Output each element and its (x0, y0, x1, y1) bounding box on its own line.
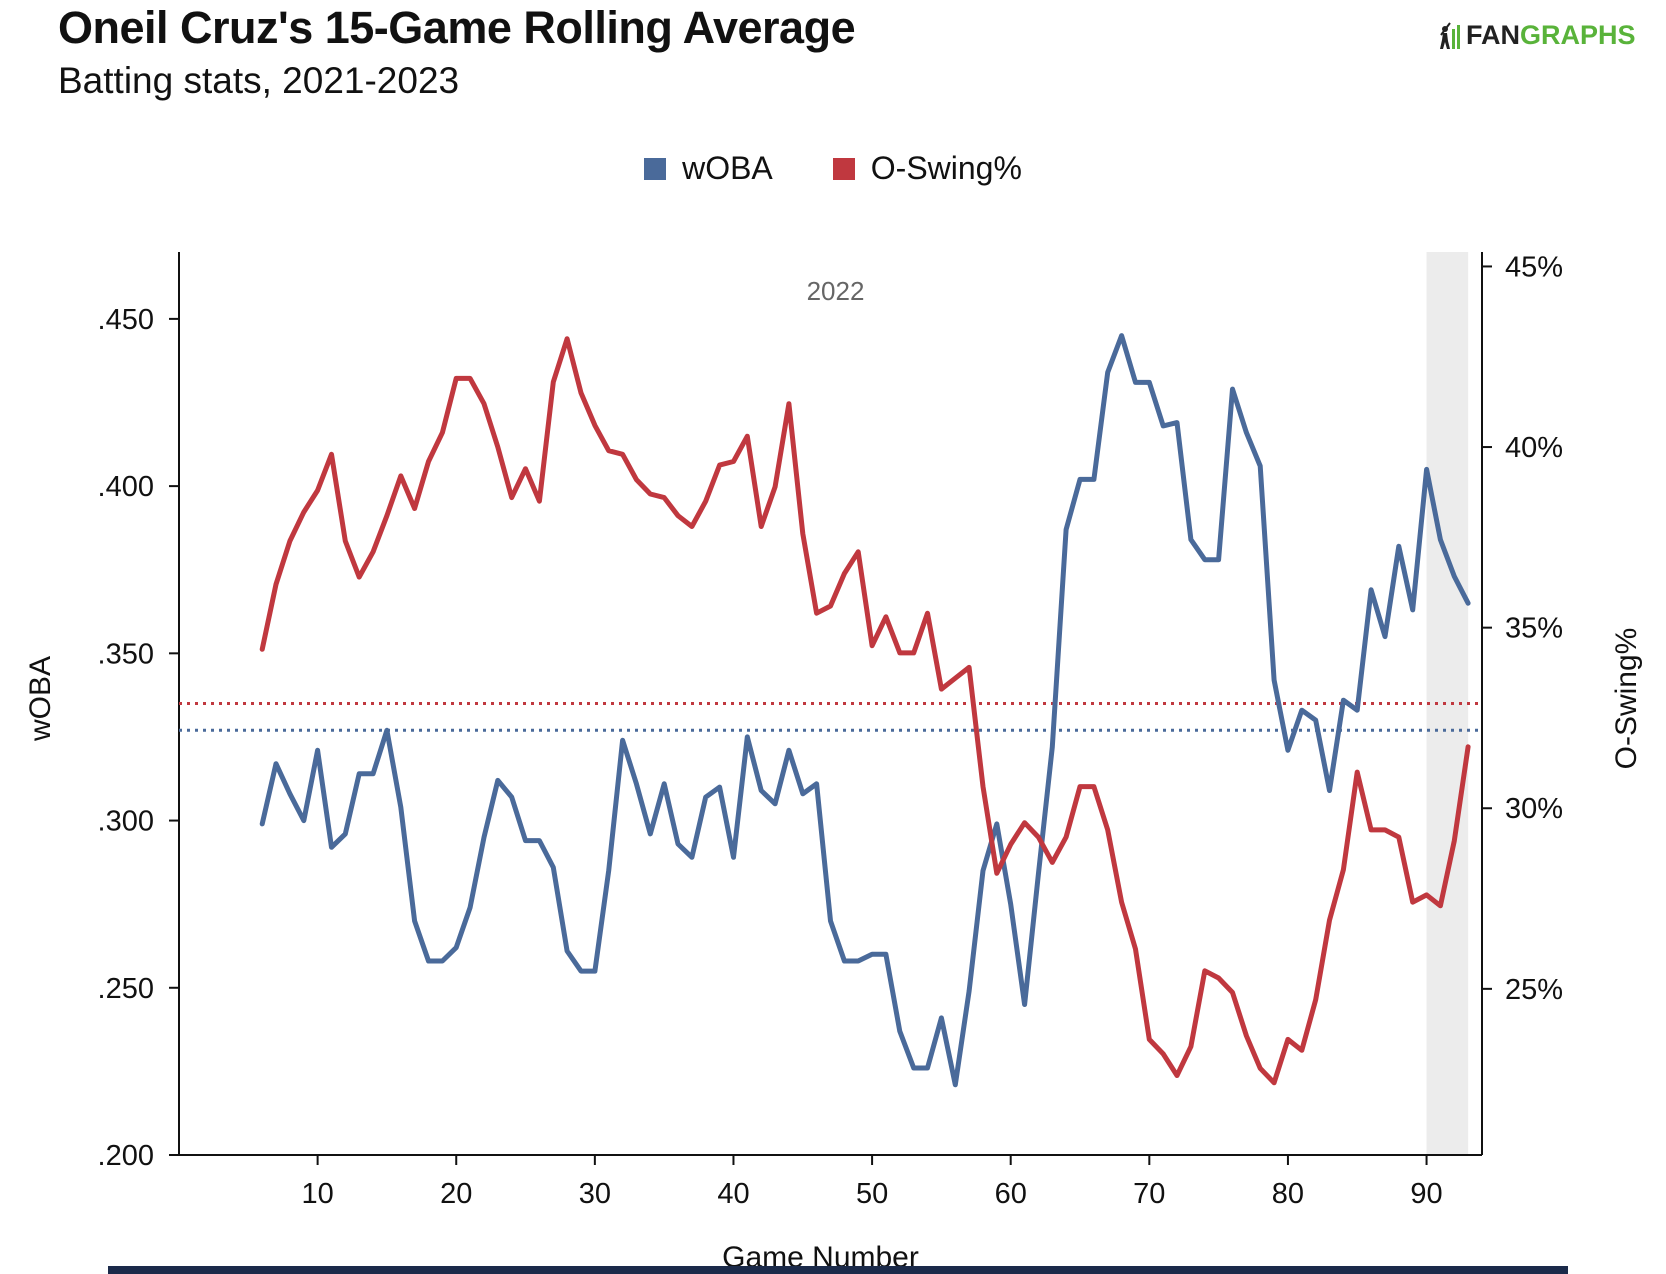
legend-item-woba: wOBA (644, 150, 773, 187)
y-left-tick-label: .450 (98, 304, 154, 336)
legend-label-oswing: O-Swing% (870, 150, 1022, 186)
footer-bar (108, 1266, 1568, 1274)
oswing-series-line (259, 336, 1471, 1086)
y-axis-title-left: wOBA (24, 656, 57, 742)
logo-text-fan: FAN (1466, 20, 1520, 50)
y-right-tick-label: 45% (1505, 251, 1563, 283)
x-tick-label: 90 (1410, 1178, 1442, 1210)
y-right-tick-label: 40% (1505, 432, 1563, 464)
y-right-tick-label: 35% (1505, 613, 1563, 645)
y-left-tick-label: .400 (98, 471, 154, 503)
y-left-tick-label: .200 (98, 1140, 154, 1172)
chart-legend: wOBA O-Swing% (0, 150, 1666, 187)
x-tick-label: 70 (1133, 1178, 1165, 1210)
y-left-tick-label: .250 (98, 973, 154, 1005)
x-tick-label: 50 (856, 1178, 888, 1210)
batter-icon (1438, 21, 1464, 51)
y-right-tick-label: 25% (1505, 974, 1563, 1006)
x-tick-label: 40 (717, 1178, 749, 1210)
x-tick-label: 60 (995, 1178, 1027, 1210)
y-axis-title-right: O-Swing% (1610, 628, 1643, 770)
y-right-tick-label: 30% (1505, 793, 1563, 825)
chart-subtitle: Batting stats, 2021-2023 (58, 60, 460, 101)
chart-title: Oneil Cruz's 15-Game Rolling Average (58, 2, 856, 53)
legend-swatch-woba (644, 157, 667, 180)
logo-text-graphs: GRAPHS (1520, 20, 1636, 50)
x-tick-label: 10 (301, 1178, 333, 1210)
woba-series-line (259, 333, 1471, 1088)
legend-label-woba: wOBA (682, 150, 773, 186)
x-tick-label: 20 (440, 1178, 472, 1210)
x-tick-label: 30 (579, 1178, 611, 1210)
legend-swatch-oswing (832, 157, 855, 180)
legend-item-oswing: O-Swing% (832, 150, 1022, 187)
season-label: 2022 (807, 276, 865, 306)
y-left-tick-label: .350 (98, 638, 154, 670)
x-tick-label: 80 (1272, 1178, 1304, 1210)
fangraphs-logo[interactable]: FAN GRAPHS (1438, 20, 1636, 51)
y-left-tick-label: .300 (98, 806, 154, 838)
